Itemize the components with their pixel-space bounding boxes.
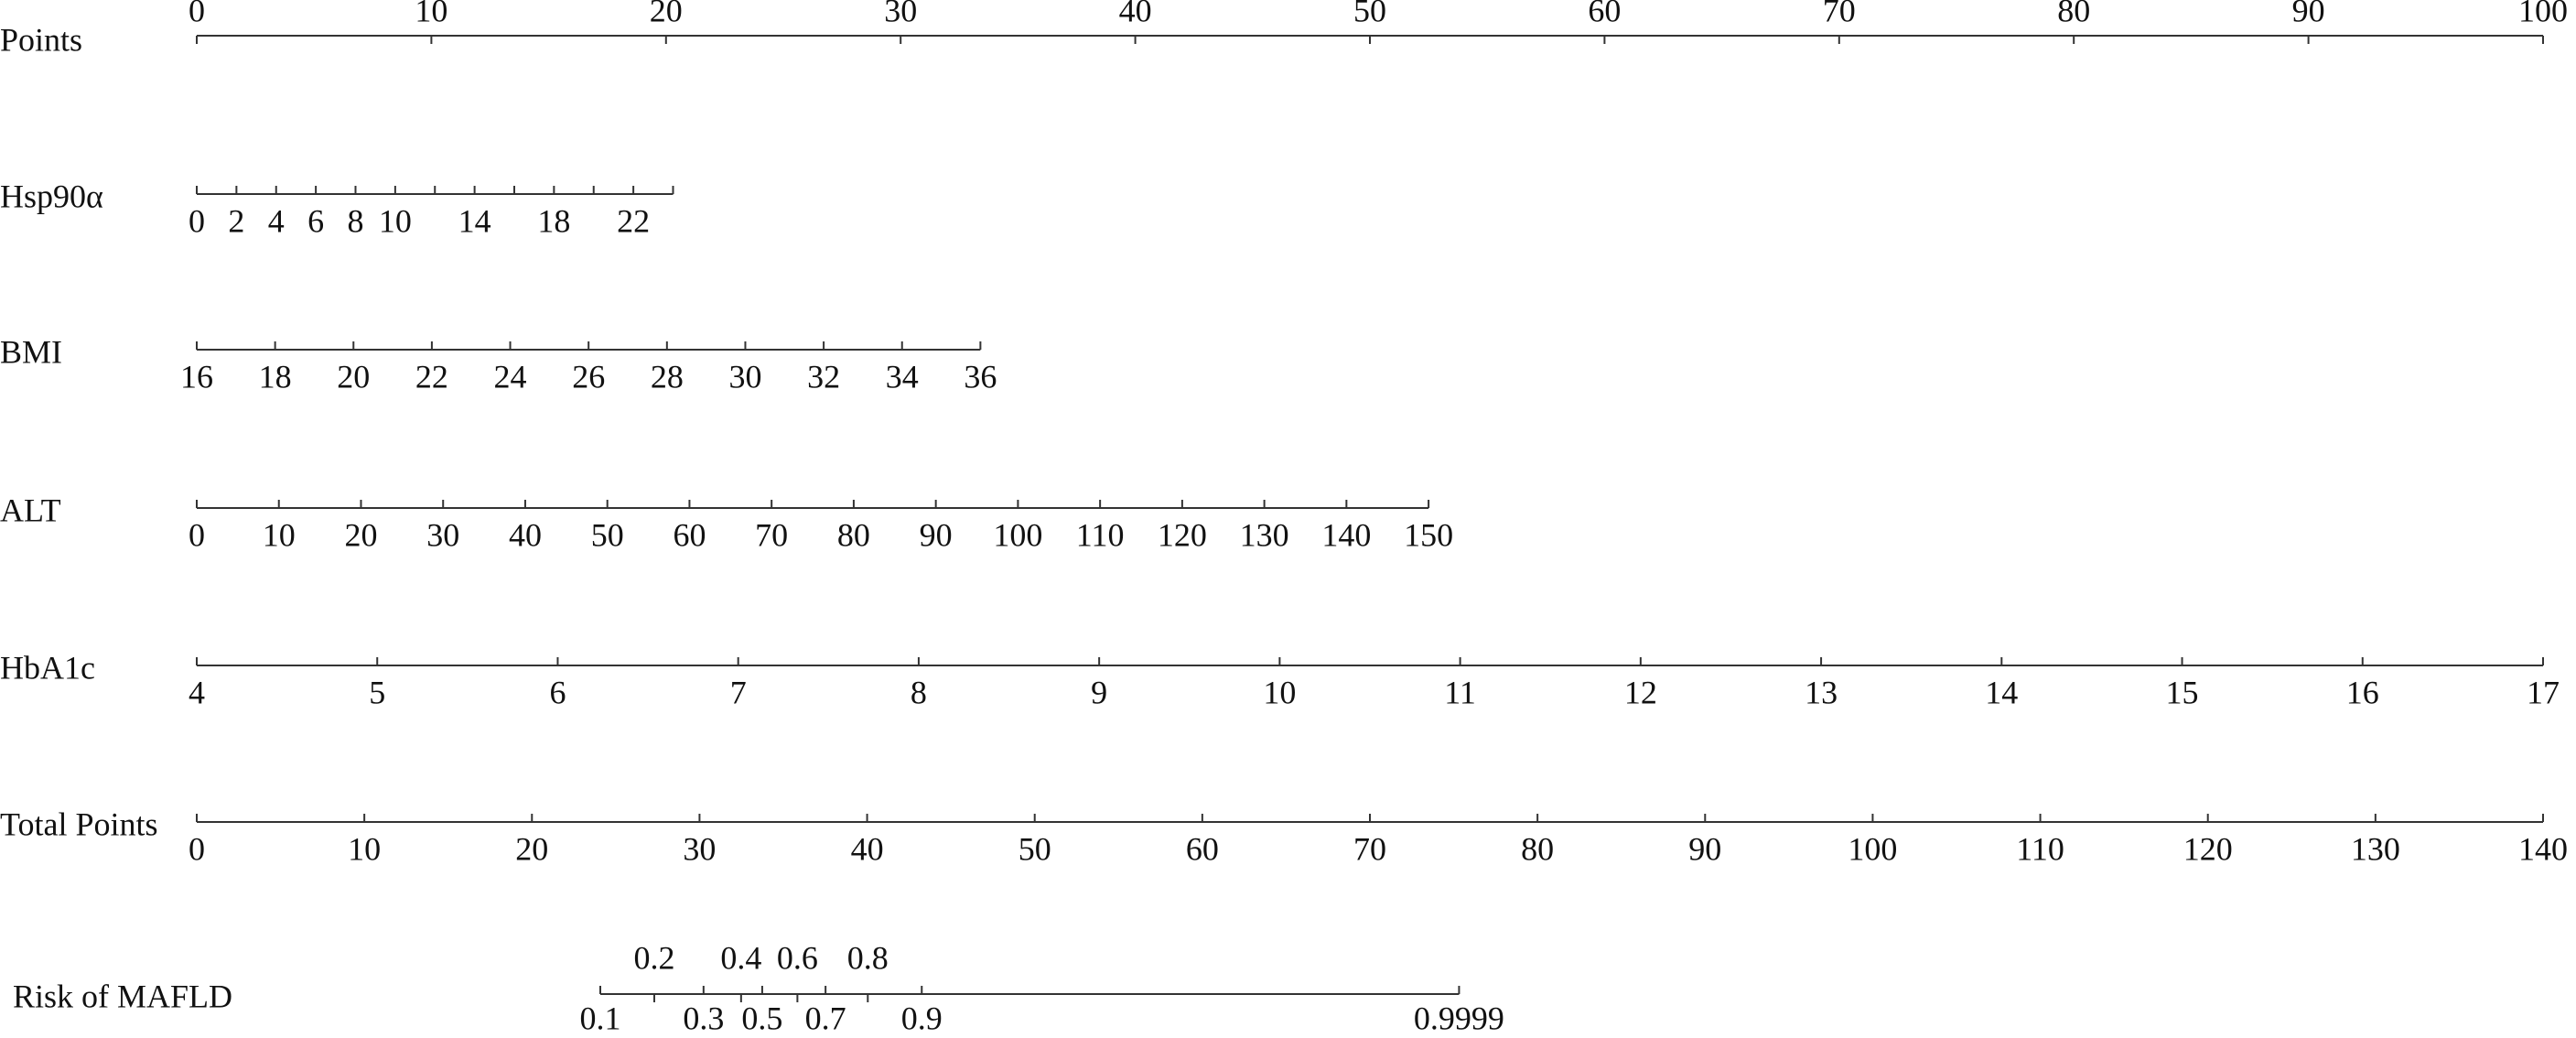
tick-label: 16 xyxy=(2346,674,2379,710)
tick-label: 36 xyxy=(964,358,997,395)
tick-label: 60 xyxy=(673,516,706,553)
tick-label: 0.4 xyxy=(720,939,761,976)
tick-label: 50 xyxy=(591,516,624,553)
tick-label: 20 xyxy=(344,516,377,553)
tick-label: 20 xyxy=(337,358,370,395)
tick-label: 13 xyxy=(1805,674,1838,710)
tick-label: 110 xyxy=(2016,830,2064,867)
tick-label: 6 xyxy=(549,674,566,710)
tick-label: 28 xyxy=(651,358,684,395)
tick-label: 60 xyxy=(1186,830,1219,867)
tick-label: 40 xyxy=(509,516,542,553)
tick-label: 8 xyxy=(347,202,363,239)
tick-label: 17 xyxy=(2527,674,2560,710)
tick-label: 0.1 xyxy=(580,1000,621,1036)
row-label: Total Points xyxy=(0,806,158,842)
tick-label: 50 xyxy=(1019,830,1051,867)
tick-label: 0.8 xyxy=(847,939,889,976)
tick-label: 120 xyxy=(2183,830,2233,867)
tick-label: 70 xyxy=(755,516,788,553)
tick-label: 0 xyxy=(189,830,205,867)
tick-label: 130 xyxy=(1240,516,1289,553)
tick-label: 0.5 xyxy=(741,1000,782,1036)
tick-label: 14 xyxy=(1985,674,2018,710)
tick-label: 18 xyxy=(537,202,570,239)
tick-label: 22 xyxy=(415,358,448,395)
tick-label: 0 xyxy=(189,516,205,553)
tick-label: 34 xyxy=(886,358,919,395)
tick-label: 10 xyxy=(379,202,412,239)
tick-label: 90 xyxy=(1688,830,1721,867)
tick-label: 50 xyxy=(1353,0,1386,28)
tick-label: 100 xyxy=(2518,0,2568,28)
tick-label: 8 xyxy=(911,674,927,710)
tick-label: 0 xyxy=(189,0,205,28)
tick-label: 0.2 xyxy=(633,939,674,976)
tick-label: 150 xyxy=(1404,516,1453,553)
tick-label: 40 xyxy=(851,830,884,867)
row-label: Risk of MAFLD xyxy=(13,978,232,1014)
tick-label: 30 xyxy=(884,0,917,28)
tick-label: 10 xyxy=(415,0,447,28)
tick-label: 12 xyxy=(1624,674,1657,710)
tick-label: 40 xyxy=(1119,0,1152,28)
tick-label: 4 xyxy=(189,674,205,710)
row-label: BMI xyxy=(0,333,62,370)
tick-label: 130 xyxy=(2351,830,2400,867)
tick-label: 100 xyxy=(993,516,1042,553)
tick-label: 10 xyxy=(263,516,296,553)
tick-label: 10 xyxy=(1263,674,1296,710)
tick-label: 140 xyxy=(2518,830,2568,867)
tick-label: 100 xyxy=(1848,830,1897,867)
tick-label: 0.7 xyxy=(805,1000,846,1036)
tick-label: 22 xyxy=(617,202,650,239)
tick-label: 80 xyxy=(837,516,870,553)
row-label: Hsp90α xyxy=(0,178,103,214)
row-label: HbA1c xyxy=(0,649,95,686)
tick-label: 2 xyxy=(228,202,244,239)
tick-label: 20 xyxy=(515,830,548,867)
tick-label: 10 xyxy=(348,830,381,867)
tick-label: 7 xyxy=(730,674,747,710)
tick-label: 5 xyxy=(369,674,385,710)
tick-label: 20 xyxy=(650,0,683,28)
tick-label: 4 xyxy=(268,202,285,239)
row-label: Points xyxy=(0,21,82,58)
tick-label: 70 xyxy=(1823,0,1856,28)
tick-label: 16 xyxy=(180,358,213,395)
tick-label: 11 xyxy=(1444,674,1476,710)
tick-label: 60 xyxy=(1588,0,1621,28)
tick-label: 6 xyxy=(307,202,324,239)
tick-label: 24 xyxy=(494,358,527,395)
tick-label: 90 xyxy=(920,516,953,553)
tick-label: 80 xyxy=(1521,830,1554,867)
tick-label: 70 xyxy=(1353,830,1386,867)
tick-label: 32 xyxy=(807,358,840,395)
tick-label: 110 xyxy=(1076,516,1125,553)
tick-label: 30 xyxy=(426,516,459,553)
tick-label: 15 xyxy=(2166,674,2199,710)
tick-label: 120 xyxy=(1158,516,1207,553)
tick-label: 18 xyxy=(259,358,292,395)
tick-label: 0.6 xyxy=(777,939,818,976)
tick-label: 26 xyxy=(572,358,605,395)
tick-label: 30 xyxy=(728,358,761,395)
tick-label: 0.9999 xyxy=(1414,1000,1504,1036)
tick-label: 9 xyxy=(1091,674,1107,710)
row-label: ALT xyxy=(0,492,61,528)
tick-label: 140 xyxy=(1321,516,1371,553)
tick-label: 0.3 xyxy=(683,1000,724,1036)
tick-label: 14 xyxy=(458,202,491,239)
tick-label: 90 xyxy=(2292,0,2325,28)
tick-label: 0.9 xyxy=(901,1000,943,1036)
tick-label: 30 xyxy=(683,830,716,867)
tick-label: 80 xyxy=(2057,0,2090,28)
tick-label: 0 xyxy=(189,202,205,239)
